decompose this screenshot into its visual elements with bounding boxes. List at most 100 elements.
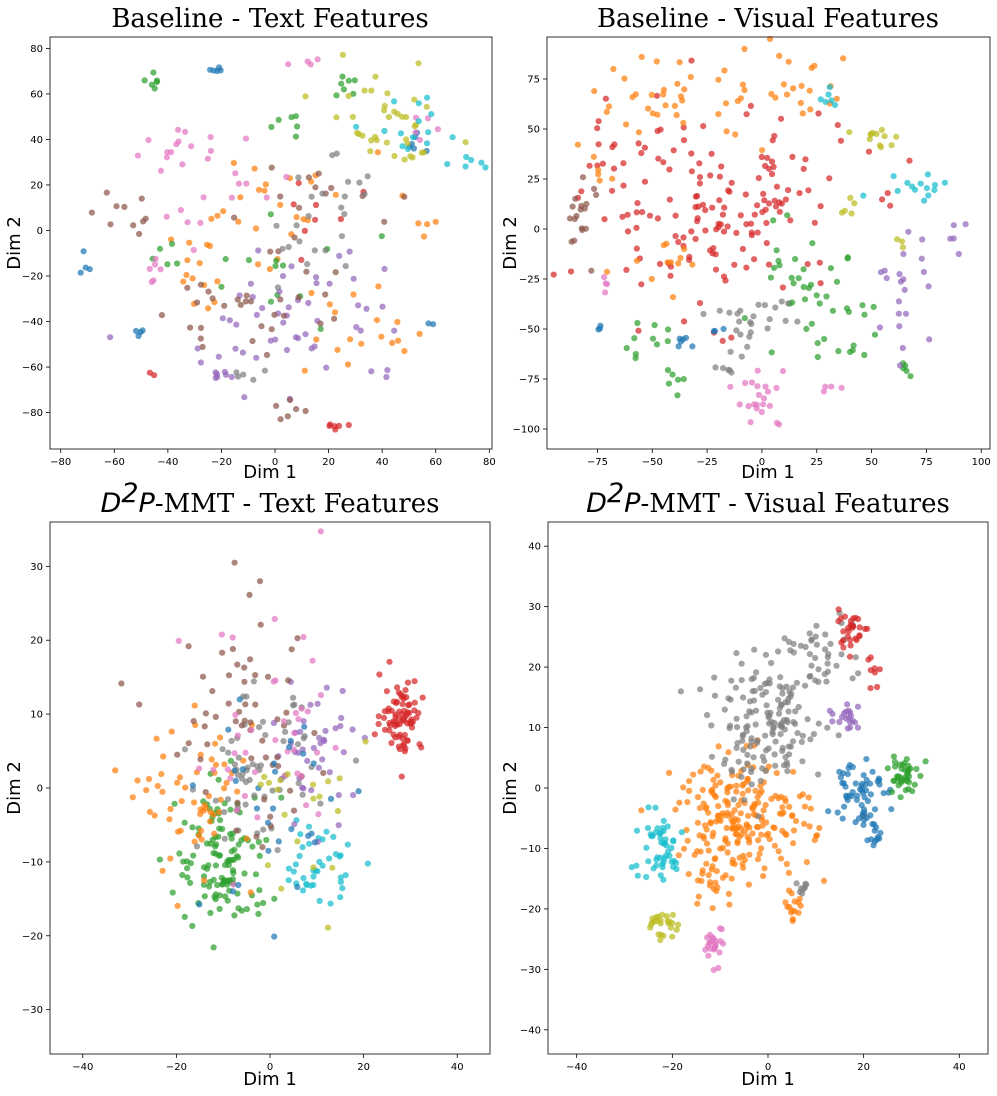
x-tick-label: 80 <box>483 457 496 468</box>
data-point-purple <box>962 221 969 228</box>
data-point-red <box>386 658 393 665</box>
y-tick-label: 50 <box>527 125 540 136</box>
data-point-olive <box>373 137 380 144</box>
data-point-gray <box>739 732 746 739</box>
data-point-pink <box>838 384 845 391</box>
data-point-olive <box>881 133 888 140</box>
data-point-red <box>667 272 674 279</box>
data-point-brown <box>253 833 260 840</box>
data-point-red <box>835 618 842 625</box>
data-point-green <box>821 335 828 343</box>
data-point-blue <box>139 327 146 334</box>
data-point-green <box>665 326 672 333</box>
data-point-green <box>233 853 241 860</box>
data-point-pink <box>602 289 609 296</box>
data-point-orange <box>775 795 782 802</box>
data-point-cyan <box>337 874 344 881</box>
data-point-orange <box>347 336 354 343</box>
data-point-orange <box>757 782 764 789</box>
data-point-red <box>609 187 616 194</box>
data-point-orange <box>675 260 682 267</box>
data-point-gray <box>827 640 834 648</box>
data-point-orange <box>332 191 339 198</box>
data-point-cyan <box>654 854 661 861</box>
data-point-purple <box>332 725 339 732</box>
data-point-purple <box>381 265 388 272</box>
x-axis-ticks: −40 −20 0 20 40 <box>72 1054 464 1073</box>
data-point-orange <box>240 757 247 764</box>
data-point-cyan <box>381 127 388 135</box>
data-point-pink <box>231 750 238 757</box>
data-point-blue <box>846 762 853 769</box>
data-point-orange <box>255 186 263 193</box>
data-point-gray <box>766 720 773 727</box>
y-tick-label: −30 <box>520 965 541 976</box>
data-point-red <box>394 684 401 691</box>
data-point-cyan <box>339 885 346 892</box>
data-point-orange <box>733 831 740 838</box>
data-point-orange <box>191 702 198 709</box>
data-point-gray <box>823 678 830 685</box>
data-point-red <box>754 202 761 209</box>
data-point-purple <box>350 275 357 282</box>
data-point-green <box>905 762 912 769</box>
x-tick-label: −40 <box>157 457 178 468</box>
data-point-green <box>169 889 176 896</box>
data-point-olive <box>848 210 855 217</box>
data-point-purple <box>839 713 846 721</box>
data-point-red <box>720 228 728 235</box>
data-point-gray <box>725 695 732 702</box>
data-point-gray <box>771 751 778 758</box>
data-point-red <box>371 731 378 738</box>
data-point-pink <box>716 949 723 956</box>
data-point-green <box>870 303 877 310</box>
data-point-gray <box>282 728 289 736</box>
data-point-gray <box>764 709 771 717</box>
x-tick-label: 40 <box>451 1062 464 1073</box>
data-point-orange <box>729 825 736 832</box>
data-point-orange <box>790 827 798 834</box>
data-point-purple <box>322 727 329 735</box>
data-point-brown <box>242 701 249 708</box>
data-point-orange <box>638 807 645 814</box>
data-point-blue <box>871 806 879 813</box>
data-point-orange <box>777 855 785 862</box>
data-point-pink <box>179 161 186 168</box>
data-point-brown <box>190 718 197 725</box>
data-point-cyan <box>825 91 832 98</box>
data-point-orange <box>424 221 431 228</box>
data-point-gray <box>775 648 782 655</box>
data-point-brown <box>284 413 291 420</box>
data-point-orange <box>591 88 598 95</box>
data-point-orange <box>129 794 136 801</box>
data-point-pink <box>232 711 239 719</box>
data-point-purple <box>901 286 908 293</box>
data-point-pink <box>295 716 302 723</box>
data-point-olive <box>367 148 374 155</box>
data-point-cyan <box>648 833 655 840</box>
data-point-orange <box>733 788 740 795</box>
data-point-green <box>649 335 657 342</box>
data-point-orange <box>685 871 692 878</box>
data-point-olive <box>893 133 900 140</box>
data-point-gray <box>722 756 729 763</box>
data-point-green <box>902 767 909 774</box>
data-point-green <box>210 944 217 951</box>
data-point-pink <box>601 274 608 281</box>
data-point-purple <box>308 345 315 352</box>
data-point-orange <box>681 86 688 93</box>
data-point-red <box>680 137 688 144</box>
data-point-red <box>884 190 891 197</box>
data-point-cyan <box>299 887 307 894</box>
data-point-green <box>768 349 775 356</box>
data-point-orange <box>694 794 702 801</box>
data-point-red <box>688 150 695 157</box>
data-point-gray <box>792 720 799 728</box>
data-point-orange <box>201 802 208 809</box>
data-point-red <box>654 127 661 135</box>
data-point-green <box>215 776 222 783</box>
data-point-red <box>688 57 695 64</box>
data-point-green <box>809 240 816 247</box>
data-point-purple <box>279 273 287 280</box>
data-point-red <box>768 158 776 165</box>
